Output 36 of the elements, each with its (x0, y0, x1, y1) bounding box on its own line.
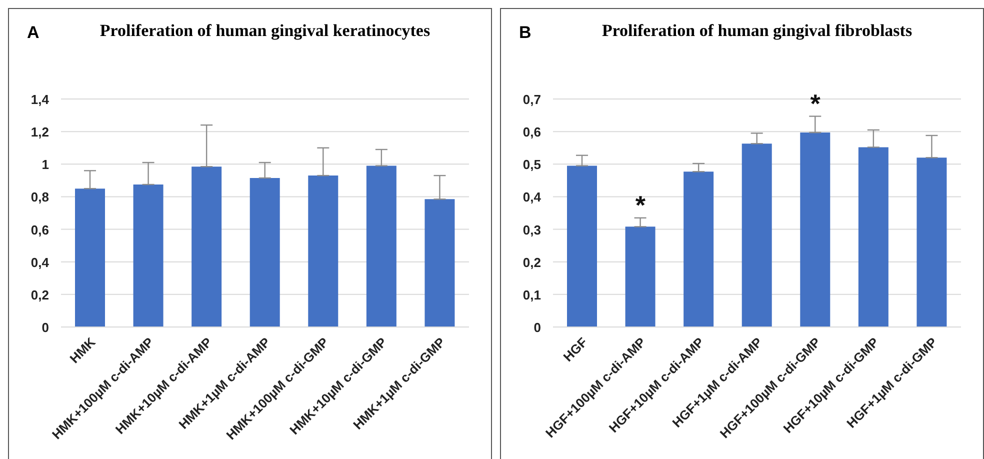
bar (567, 166, 597, 327)
chart-title: Proliferation of human gingival keratinocytes (98, 21, 432, 41)
y-tick-label: 0,3 (522, 222, 541, 238)
annotation: * (635, 190, 646, 220)
chart-title: Proliferation of human gingival fibroblasts (600, 21, 914, 41)
bar (192, 166, 222, 327)
bar (684, 172, 714, 327)
bar (916, 158, 947, 327)
y-tick-label: 0,4 (522, 190, 542, 205)
bar (858, 147, 888, 327)
bar (250, 178, 280, 327)
bar (625, 226, 656, 327)
y-tick-label: 0,8 (30, 190, 49, 205)
y-tick-label: 0,7 (522, 92, 541, 107)
bar (308, 176, 338, 327)
bar (366, 166, 396, 327)
y-tick-label: 1,4 (30, 92, 50, 107)
bar (75, 188, 105, 327)
y-tick-label: 0 (534, 320, 541, 335)
y-tick-label: 0 (42, 320, 49, 335)
y-tick-label: 0,4 (30, 254, 50, 270)
bar (800, 132, 830, 327)
y-tick-label: 0,2 (522, 254, 541, 270)
y-tick-label: 0,5 (522, 157, 541, 172)
y-tick-label: 1,2 (30, 124, 49, 140)
y-tick-label: 0,6 (522, 124, 541, 140)
text: A (27, 23, 40, 43)
y-tick-label: 0,6 (30, 222, 49, 238)
bar (742, 144, 772, 327)
text: B (519, 23, 532, 43)
y-tick-label: 0,1 (522, 287, 541, 302)
annotation: * (810, 88, 822, 118)
y-tick-label: 0,2 (30, 287, 49, 302)
bar (424, 199, 455, 327)
y-tick-label: 1 (42, 157, 49, 172)
bar (133, 184, 164, 327)
